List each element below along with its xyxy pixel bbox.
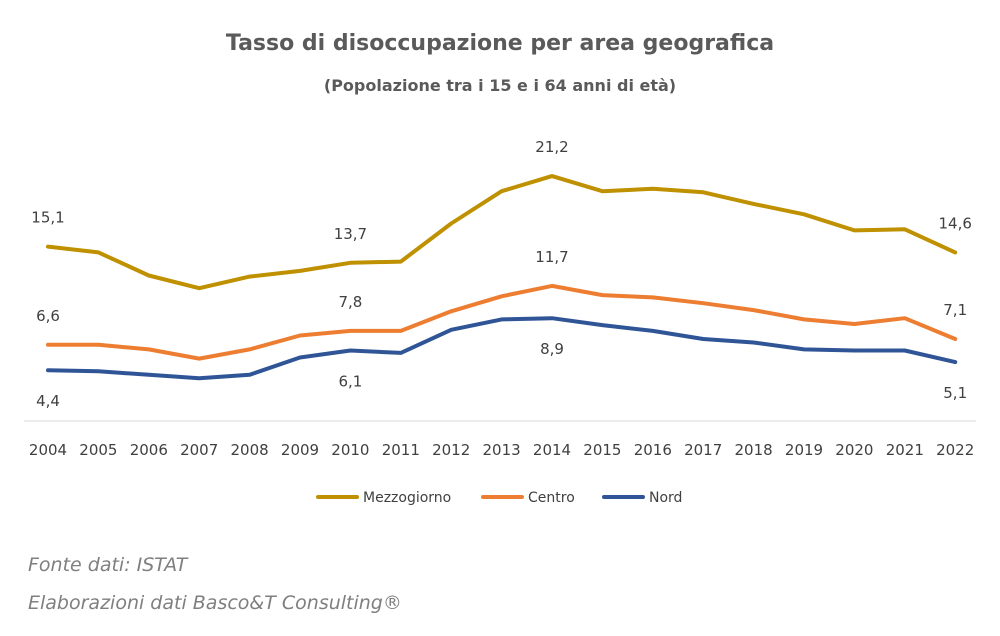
series-line-nord: [46, 316, 958, 381]
x-tick-label: 2009: [281, 441, 319, 459]
source-note: Fonte dati: ISTAT: [28, 554, 188, 576]
data-label-nord-2014: 8,9: [540, 340, 564, 358]
x-tick-label: 2017: [684, 441, 722, 459]
x-tick-label: 2019: [785, 441, 823, 459]
x-tick-label: 2021: [886, 441, 924, 459]
x-axis-ticks: 2004 2005 2006 2007 2008 2009 2010 2011 2012 2013…: [29, 441, 974, 459]
credit-note: Elaborazioni dati Basco&T Consulting®: [28, 592, 402, 614]
data-label-centro-2014: 11,7: [535, 248, 568, 266]
data-label-mezzogiorno-2014: 21,2: [535, 138, 568, 156]
data-label-centro-2010: 7,8: [338, 293, 362, 311]
x-tick-label: 2004: [29, 441, 67, 459]
x-tick-label: 2005: [79, 441, 117, 459]
x-tick-label: 2014: [533, 441, 571, 459]
x-tick-label: 2013: [483, 441, 521, 459]
line-chart: Tasso di disoccupazione per area geograf…: [24, 31, 976, 506]
series-layer: [46, 174, 958, 381]
x-tick-label: 2020: [835, 441, 873, 459]
x-tick-label: 2008: [231, 441, 269, 459]
legend-label-nord: Nord: [649, 490, 682, 506]
x-tick-label: 2015: [583, 441, 621, 459]
data-label-mezzogiorno-2004: 15,1: [31, 209, 64, 227]
x-tick-label: 2018: [735, 441, 773, 459]
data-label-centro-2022: 7,1: [943, 301, 967, 319]
x-tick-label: 2022: [936, 441, 974, 459]
x-tick-label: 2016: [634, 441, 672, 459]
data-label-mezzogiorno-2010: 13,7: [334, 225, 367, 243]
chart-title: Tasso di disoccupazione per area geograf…: [226, 31, 774, 56]
data-label-mezzogiorno-2022: 14,6: [938, 214, 971, 232]
x-tick-label: 2010: [331, 441, 369, 459]
data-label-nord-2022: 5,1: [943, 384, 967, 402]
chart-subtitle: (Popolazione tra i 15 e i 64 anni di età…: [324, 76, 676, 95]
data-label-nord-2010: 6,1: [338, 373, 362, 391]
series-line-centro: [46, 283, 958, 361]
x-tick-label: 2006: [130, 441, 168, 459]
legend: Mezzogiorno Centro Nord: [316, 490, 682, 506]
x-tick-label: 2007: [180, 441, 218, 459]
data-labels: 15,1 13,7 21,2 14,6 6,6 7,8 11,7 7,1 4,4 6,1 8,9 5,…: [31, 138, 972, 410]
x-tick-label: 2011: [382, 441, 420, 459]
data-label-nord-2004: 4,4: [36, 392, 60, 410]
x-tick-label: 2012: [432, 441, 470, 459]
legend-label-mezzogiorno: Mezzogiorno: [363, 490, 451, 506]
series-line-mezzogiorno: [46, 174, 958, 291]
data-label-centro-2004: 6,6: [36, 307, 60, 325]
legend-label-centro: Centro: [528, 490, 575, 506]
